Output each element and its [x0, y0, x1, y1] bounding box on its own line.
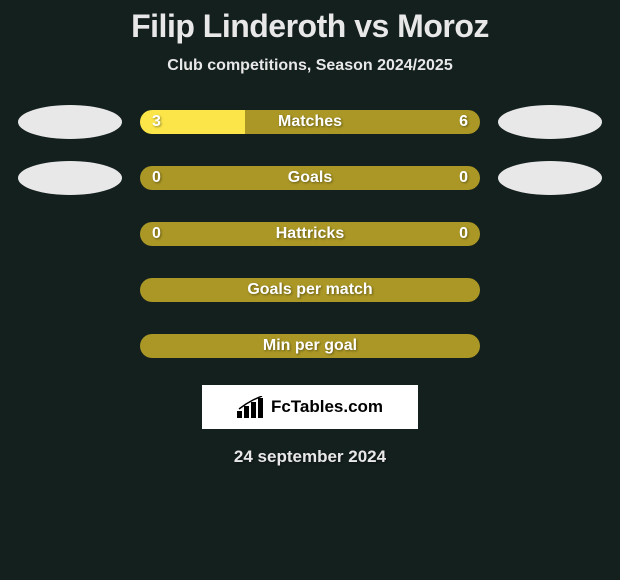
- brand-badge: FcTables.com: [202, 385, 418, 429]
- spacer: [18, 217, 122, 251]
- stat-value-left: 0: [152, 169, 161, 187]
- stat-row: Goals per match: [0, 273, 620, 307]
- stat-bar: Goals per match: [140, 278, 480, 302]
- stat-value-left: 0: [152, 225, 161, 243]
- subtitle: Club competitions, Season 2024/2025: [0, 57, 620, 75]
- stat-label: Min per goal: [140, 337, 480, 355]
- stat-rows: Matches36Goals00Hattricks00Goals per mat…: [0, 105, 620, 363]
- bars-icon: [237, 396, 267, 418]
- spacer: [498, 329, 602, 363]
- stat-value-right: 0: [459, 169, 468, 187]
- stat-bar: Goals0 0: [140, 166, 480, 190]
- stat-bar-fill: [140, 110, 245, 134]
- comparison-panel: Filip Linderoth vs Moroz Club competitio…: [0, 0, 620, 467]
- spacer: [498, 217, 602, 251]
- stat-row: Hattricks0 0: [0, 217, 620, 251]
- player-left-oval: [18, 161, 122, 195]
- page-title: Filip Linderoth vs Moroz: [0, 8, 620, 45]
- stat-bar: Matches36: [140, 110, 480, 134]
- stat-row: Matches36: [0, 105, 620, 139]
- spacer: [18, 273, 122, 307]
- spacer: [18, 329, 122, 363]
- stat-row: Min per goal: [0, 329, 620, 363]
- stat-label: Hattricks: [140, 225, 480, 243]
- brand-text: FcTables.com: [271, 397, 383, 417]
- stat-row: Goals0 0: [0, 161, 620, 195]
- spacer: [498, 273, 602, 307]
- date-text: 24 september 2024: [0, 447, 620, 467]
- player-right-oval: [498, 105, 602, 139]
- stat-value-right: 6: [459, 113, 468, 131]
- stat-bar: Hattricks0 0: [140, 222, 480, 246]
- player-right-oval: [498, 161, 602, 195]
- stat-bar: Min per goal: [140, 334, 480, 358]
- stat-label: Goals per match: [140, 281, 480, 299]
- player-left-oval: [18, 105, 122, 139]
- stat-label: Goals: [140, 169, 480, 187]
- stat-value-right: 0: [459, 225, 468, 243]
